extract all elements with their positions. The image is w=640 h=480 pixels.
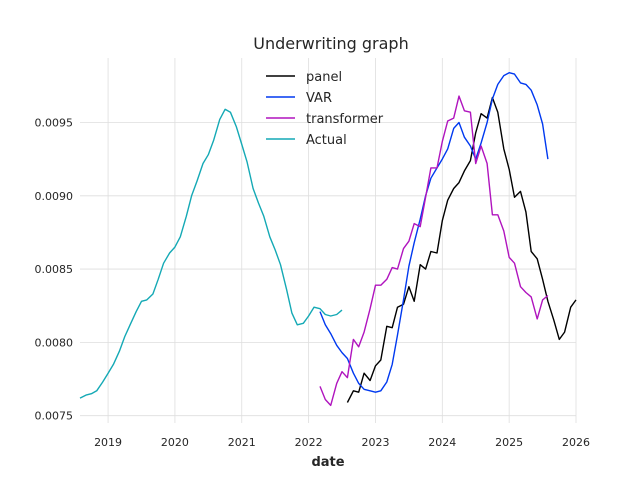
y-axis-ticks: 0.0075 0.0080 0.0085 0.0090 0.0095 <box>35 116 74 422</box>
y-tick-label: 0.0085 <box>35 263 74 276</box>
series-line-actual <box>79 108 343 399</box>
x-tick-label: 2025 <box>495 436 523 449</box>
legend-label: Actual <box>306 133 347 148</box>
legend-label: VAR <box>306 91 332 106</box>
x-tick-label: 2024 <box>428 436 456 449</box>
series-lines <box>79 71 577 407</box>
x-tick-label: 2019 <box>94 436 122 449</box>
x-axis-label: date <box>311 455 344 470</box>
y-tick-label: 0.0080 <box>35 336 74 349</box>
y-tick-label: 0.0075 <box>35 410 74 423</box>
x-tick-label: 2022 <box>295 436 323 449</box>
series-line-transformer <box>319 95 549 407</box>
series-line-panel <box>346 96 577 403</box>
grid <box>80 58 577 423</box>
x-tick-label: 2020 <box>161 436 189 449</box>
x-tick-label: 2023 <box>361 436 389 449</box>
y-tick-label: 0.0090 <box>35 190 74 203</box>
x-axis-ticks: 2019 2020 2021 2022 2023 2024 2025 2026 <box>94 436 590 449</box>
legend-label: panel <box>306 70 342 85</box>
y-tick-label: 0.0095 <box>35 116 74 129</box>
chart-title: Underwriting graph <box>253 34 408 53</box>
x-tick-label: 2021 <box>228 436 256 449</box>
legend: panel VAR transformer Actual <box>266 70 384 148</box>
x-tick-label: 2026 <box>562 436 590 449</box>
series-line-var <box>319 71 549 393</box>
legend-label: transformer <box>306 112 384 127</box>
